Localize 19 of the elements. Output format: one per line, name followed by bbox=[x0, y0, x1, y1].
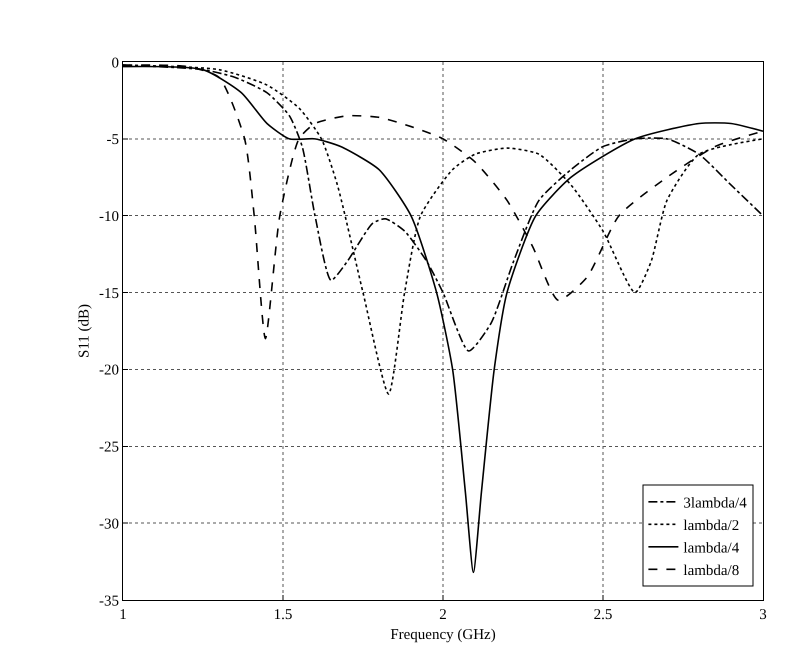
y-axis-title: S11 (dB) bbox=[76, 304, 92, 358]
x-tick-label: 2 bbox=[439, 607, 447, 623]
legend-label: 3lambda/4 bbox=[683, 496, 748, 512]
x-tick-label: 3 bbox=[759, 607, 767, 623]
y-tick-label: 0 bbox=[112, 55, 119, 72]
y-tick-label: -15 bbox=[99, 286, 119, 302]
y-tick-label: -20 bbox=[99, 362, 119, 379]
y-tick-label: -5 bbox=[106, 132, 119, 148]
legend-label: lambda/4 bbox=[683, 540, 740, 557]
x-tick-label: 2.5 bbox=[594, 607, 612, 623]
legend-label: lambda/2 bbox=[683, 518, 740, 534]
x-tick-label: 1.5 bbox=[274, 607, 292, 623]
y-tick-label: -10 bbox=[99, 208, 119, 225]
y-tick-label: -35 bbox=[99, 593, 119, 610]
x-axis-title: Frequency (GHz) bbox=[390, 627, 496, 643]
legend-label: lambda/8 bbox=[683, 563, 740, 580]
x-tick-label: 1 bbox=[119, 607, 127, 623]
y-tick-label: -30 bbox=[99, 516, 119, 532]
y-tick-label: -25 bbox=[99, 440, 119, 456]
